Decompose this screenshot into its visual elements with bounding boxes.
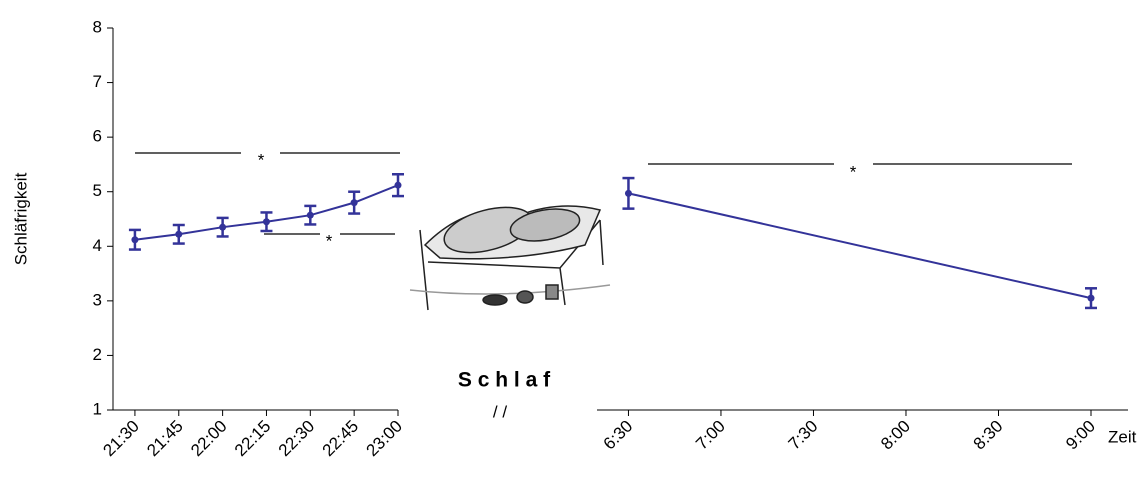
y-axis-label: Schläfrigkeit [11, 172, 30, 265]
x-tick-label: 22:00 [187, 417, 231, 461]
data-point [351, 199, 358, 206]
x-tick-label: 22:30 [275, 417, 319, 461]
data-line [628, 193, 1091, 298]
x-tick-label: 6:30 [600, 417, 637, 454]
x-tick-label: 7:00 [692, 417, 729, 454]
data-point [263, 218, 270, 225]
x-tick-label: 8:30 [970, 417, 1007, 454]
y-tick-label: 6 [93, 127, 102, 146]
x-axis-label: Zeit [1108, 427, 1137, 446]
data-point [395, 182, 402, 189]
y-tick-label: 8 [93, 17, 102, 36]
x-tick-label: 21:45 [143, 417, 187, 461]
x-tick-label: 9:00 [1062, 417, 1099, 454]
significance-lines [135, 153, 1072, 234]
significance-star: * [258, 150, 265, 169]
y-tick-label: 5 [93, 181, 102, 200]
data-point [175, 231, 182, 238]
x-tick-label: 22:15 [231, 417, 275, 461]
x-tick-label: 21:30 [99, 417, 143, 461]
data-point [307, 212, 314, 219]
y-tick-label: 4 [93, 236, 102, 255]
data-point [1087, 295, 1094, 302]
x-tick-label: 8:00 [877, 417, 914, 454]
axis-break: / / [493, 402, 507, 421]
y-tick-label: 3 [93, 290, 102, 309]
data-point [625, 190, 632, 197]
data-point [131, 236, 138, 243]
chart: Schläfrigkeit Zeit * * * S c h l a f / /… [0, 0, 1137, 490]
bed-illustration [410, 199, 610, 310]
sleep-label: S c h l a f [458, 369, 551, 392]
y-tick-label: 2 [93, 345, 102, 364]
data-point [219, 224, 226, 231]
y-tick-label: 7 [93, 72, 102, 91]
x-tick-label: 23:00 [362, 417, 406, 461]
x-tick-label: 7:30 [785, 417, 822, 454]
significance-star: * [326, 231, 333, 250]
y-tick-label: 1 [93, 399, 102, 418]
x-tick-label: 22:45 [319, 417, 363, 461]
significance-star: * [850, 162, 857, 181]
